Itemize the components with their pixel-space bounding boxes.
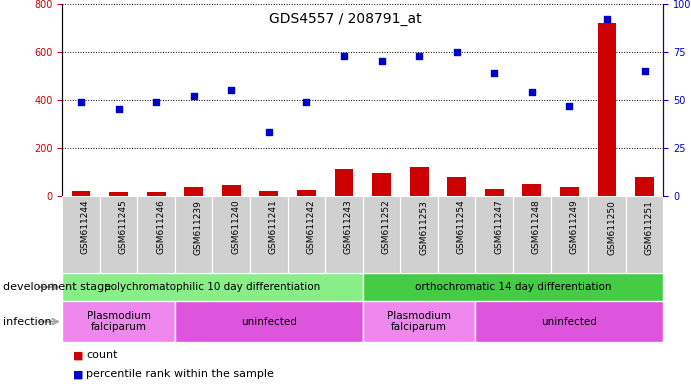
Bar [410,167,428,196]
Point [226,87,237,93]
Text: GDS4557 / 208791_at: GDS4557 / 208791_at [269,12,422,25]
Text: GSM611251: GSM611251 [645,200,654,255]
Bar [598,23,616,196]
Text: count: count [86,350,118,360]
Point [564,103,575,109]
Bar [560,187,579,196]
Bar [213,196,250,273]
Point [263,129,274,136]
Point [151,99,162,105]
Point [451,49,462,55]
Text: GSM611239: GSM611239 [193,200,202,255]
Text: GSM611252: GSM611252 [381,200,390,255]
Text: GSM611240: GSM611240 [231,200,240,255]
Text: polychromatophilic 10 day differentiation: polychromatophilic 10 day differentiatio… [104,282,321,292]
Bar [72,191,91,196]
Point [301,99,312,105]
Bar [109,192,128,196]
Bar [438,196,475,273]
Text: ■: ■ [73,369,83,379]
Text: GSM611243: GSM611243 [344,200,353,255]
Bar [551,196,588,273]
Bar [297,190,316,196]
Bar [184,187,203,196]
Bar [400,196,438,273]
Bar [363,196,400,273]
Bar [635,177,654,196]
Text: ■: ■ [73,350,83,360]
Bar [475,196,513,273]
Text: Plasmodium
falciparum: Plasmodium falciparum [387,311,451,333]
Text: GSM611245: GSM611245 [119,200,128,255]
Text: GSM611242: GSM611242 [306,200,315,254]
Bar [513,196,551,273]
Point [414,53,425,59]
Point [527,89,538,95]
Text: GSM611247: GSM611247 [494,200,503,255]
Bar [485,189,504,196]
Bar [325,196,363,273]
Bar [62,301,175,342]
Text: GSM611241: GSM611241 [269,200,278,255]
Bar [475,301,663,342]
Point [339,53,350,59]
Bar [259,191,278,196]
Point [489,70,500,76]
Text: percentile rank within the sample: percentile rank within the sample [86,369,274,379]
Bar [62,273,363,301]
Bar [334,169,353,196]
Bar [447,177,466,196]
Point [75,99,86,105]
Text: GSM611249: GSM611249 [569,200,578,255]
Bar [138,196,175,273]
Text: GSM611246: GSM611246 [156,200,165,255]
Point [601,16,612,22]
Text: development stage: development stage [3,282,111,292]
Text: orthochromatic 14 day differentiation: orthochromatic 14 day differentiation [415,282,612,292]
Text: GSM611248: GSM611248 [532,200,541,255]
Text: infection: infection [3,316,52,327]
Text: Plasmodium
falciparum: Plasmodium falciparum [86,311,151,333]
Point [639,68,650,74]
Bar [287,196,325,273]
Bar [222,185,240,196]
Point [188,93,199,99]
Text: uninfected: uninfected [241,316,296,327]
Bar [250,196,287,273]
Text: uninfected: uninfected [542,316,597,327]
Text: GSM611250: GSM611250 [607,200,616,255]
Point [376,58,387,65]
Bar [62,196,100,273]
Bar [100,196,138,273]
Bar [175,301,363,342]
Bar [146,192,166,196]
Bar [363,273,663,301]
Text: GSM611244: GSM611244 [81,200,90,254]
Bar [175,196,213,273]
Bar [372,173,391,196]
Text: GSM611253: GSM611253 [419,200,428,255]
Bar [522,184,541,196]
Bar [588,196,626,273]
Text: GSM611254: GSM611254 [457,200,466,255]
Bar [363,301,475,342]
Bar [626,196,663,273]
Point [113,106,124,113]
